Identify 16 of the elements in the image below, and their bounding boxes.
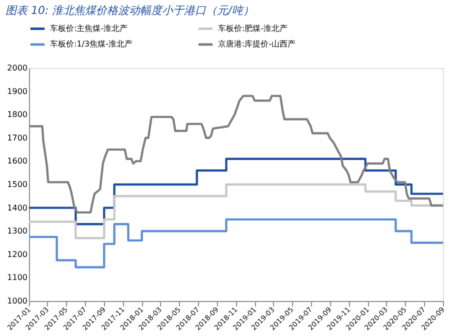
y-tick-label: 2000	[7, 64, 28, 72]
y-tick-label: 1200	[7, 250, 28, 259]
y-tick-label: 1100	[7, 273, 28, 282]
legend-label: 车板价:肥煤-淮北产	[218, 24, 288, 33]
y-tick-label: 1600	[7, 156, 28, 166]
y-tick-label: 1400	[7, 203, 28, 212]
chart-title: 图表 10: 淮北焦煤价格波动幅度小于港口（元/吨）	[5, 4, 254, 17]
y-tick-label: 1800	[7, 110, 28, 120]
y-tick-label: 1900	[7, 86, 28, 96]
legend-label: 车板价:主焦煤-淮北产	[50, 24, 128, 33]
y-tick-label: 1500	[7, 180, 28, 189]
y-tick-label: 1300	[7, 226, 28, 236]
y-tick-label: 1700	[7, 133, 28, 142]
legend-label: 京唐港:库提价-山西产	[218, 40, 296, 48]
legend-label: 车板价:1/3焦煤-淮北产	[50, 40, 132, 48]
y-tick-label: 1000	[7, 296, 28, 306]
